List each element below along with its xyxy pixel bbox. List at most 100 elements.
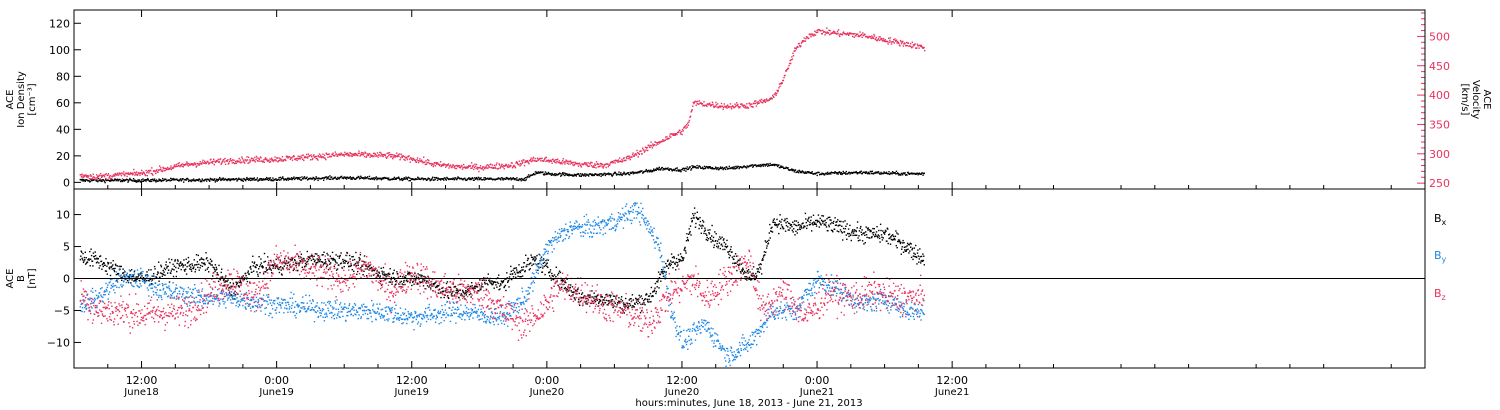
- data-point-000000: [861, 229, 863, 231]
- data-point-000000: [305, 265, 307, 267]
- data-point-e8325e: [911, 47, 913, 49]
- data-point-000000: [296, 177, 298, 179]
- data-point-e8325e: [583, 163, 585, 165]
- data-point-000000: [259, 264, 262, 266]
- data-point-000000: [870, 171, 872, 173]
- data-point-e8325e: [125, 172, 128, 175]
- data-point-e8325e: [394, 156, 396, 158]
- data-point-e8325e: [720, 105, 722, 107]
- data-point-000000: [580, 297, 582, 299]
- data-point-e8325e: [291, 159, 294, 161]
- data-point-000000: [239, 280, 242, 283]
- data-point-000000: [89, 250, 91, 253]
- data-point-000000: [194, 268, 197, 271]
- data-point-e8325e: [85, 175, 88, 177]
- data-point-1e88e5: [154, 291, 157, 294]
- data-point-000000: [878, 229, 880, 232]
- data-point-000000: [131, 279, 133, 281]
- data-point-000000: [895, 230, 897, 232]
- data-point-000000: [372, 178, 374, 180]
- data-point-000000: [222, 279, 225, 281]
- data-point-000000: [845, 170, 847, 173]
- data-point-e8325e: [323, 157, 325, 159]
- data-point-000000: [139, 280, 141, 282]
- data-point-000000: [621, 174, 623, 177]
- data-point-000000: [408, 180, 410, 182]
- data-point-000000: [280, 266, 282, 268]
- data-point-e8325e: [536, 160, 538, 162]
- data-point-000000: [478, 177, 480, 179]
- data-point-1e88e5: [121, 286, 123, 288]
- data-point-000000: [918, 258, 920, 260]
- data-point-000000: [561, 173, 563, 175]
- data-point-000000: [113, 269, 115, 272]
- data-point-000000: [688, 232, 691, 234]
- data-point-1e88e5: [81, 310, 83, 313]
- data-point-e8325e: [661, 140, 664, 143]
- data-point-000000: [867, 171, 870, 174]
- data-point-000000: [545, 172, 548, 174]
- data-point-e8325e: [780, 83, 782, 85]
- data-point-000000: [355, 251, 357, 254]
- data-point-000000: [452, 295, 454, 297]
- data-point-000000: [805, 218, 807, 220]
- data-point-1e88e5: [116, 280, 118, 282]
- data-point-e8325e: [401, 156, 403, 159]
- data-point-000000: [489, 282, 492, 284]
- data-point-000000: [692, 166, 694, 169]
- data-point-000000: [394, 178, 396, 180]
- data-point-000000: [827, 171, 829, 174]
- data-point-e8325e: [801, 40, 804, 42]
- data-point-e8325e: [746, 106, 749, 108]
- data-point-e8325e: [524, 161, 526, 164]
- data-point-000000: [464, 292, 467, 294]
- data-point-e8325e: [555, 159, 558, 161]
- data-point-000000: [839, 229, 842, 231]
- data-point-000000: [397, 177, 399, 179]
- data-point-000000: [221, 177, 223, 180]
- data-point-000000: [302, 257, 304, 260]
- data-point-000000: [339, 255, 341, 258]
- data-point-000000: [121, 180, 124, 183]
- data-point-1e88e5: [142, 270, 144, 273]
- data-point-000000: [652, 295, 654, 297]
- data-point-e8325e: [121, 172, 123, 174]
- data-point-e8325e: [750, 103, 752, 105]
- data-point-000000: [278, 271, 281, 274]
- data-point-e8325e: [450, 164, 452, 166]
- velocity-axis-tick-label: 250: [1429, 177, 1450, 190]
- data-point-e8325e: [372, 156, 374, 158]
- data-point-000000: [385, 273, 388, 276]
- data-point-000000: [611, 175, 613, 177]
- data-point-e8325e: [715, 101, 717, 104]
- data-point-000000: [314, 253, 317, 255]
- data-point-000000: [122, 272, 125, 274]
- data-point-000000: [197, 254, 199, 257]
- data-point-000000: [667, 267, 670, 269]
- data-point-000000: [622, 173, 625, 175]
- data-point-e8325e: [765, 100, 767, 102]
- data-point-e8325e: [469, 165, 472, 167]
- data-point-000000: [759, 164, 761, 166]
- data-point-000000: [762, 165, 764, 167]
- data-point-e8325e: [858, 35, 861, 38]
- data-point-000000: [267, 177, 269, 180]
- data-point-000000: [701, 224, 703, 226]
- data-point-000000: [104, 270, 107, 272]
- data-point-e8325e: [162, 167, 165, 170]
- data-point-e8325e: [339, 153, 342, 156]
- data-point-000000: [691, 221, 693, 223]
- data-point-000000: [658, 277, 661, 279]
- data-point-1e88e5: [107, 284, 109, 286]
- data-point-000000: [287, 262, 289, 264]
- data-point-e8325e: [599, 162, 602, 165]
- data-point-1e88e5: [143, 281, 145, 283]
- data-point-000000: [188, 180, 190, 183]
- data-point-000000: [176, 178, 178, 180]
- data-point-000000: [510, 179, 512, 181]
- data-point-000000: [511, 278, 513, 281]
- data-point-000000: [515, 276, 517, 278]
- data-point-e8325e: [369, 153, 371, 155]
- data-point-000000: [573, 291, 575, 294]
- data-point-000000: [726, 239, 728, 242]
